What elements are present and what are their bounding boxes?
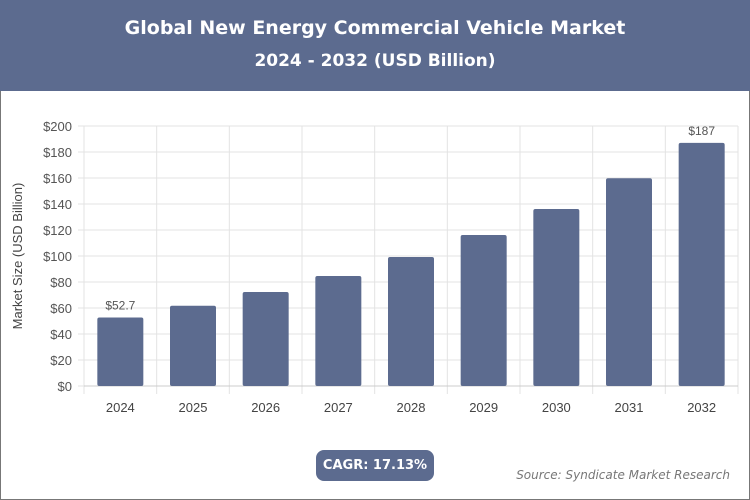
x-tick-label: 2024	[106, 400, 135, 415]
bar-2026	[242, 292, 289, 386]
chart-header: Global New Energy Commercial Vehicle Mar…	[0, 0, 750, 91]
bar-2025	[170, 305, 216, 386]
y-tick-label: $200	[43, 119, 72, 134]
data-label: $52.7	[105, 298, 135, 312]
data-label: $187	[688, 124, 715, 138]
bar-2032	[678, 142, 725, 386]
x-tick-label: 2032	[687, 400, 716, 415]
x-tick-label: 2030	[542, 400, 571, 415]
y-tick-label: $160	[43, 171, 72, 186]
y-tick-label: $80	[50, 275, 72, 290]
x-tick-label: 2028	[397, 400, 426, 415]
y-tick-label: $140	[43, 197, 72, 212]
y-tick-label: $120	[43, 223, 72, 238]
y-axis-label: Market Size (USD Billion)	[10, 183, 25, 330]
bar-2031	[606, 178, 652, 386]
bar-2030	[533, 208, 580, 386]
x-tick-label: 2031	[615, 400, 644, 415]
y-tick-label: $100	[43, 249, 72, 264]
bar-2028	[388, 257, 434, 386]
chart-title: Global New Energy Commercial Vehicle Mar…	[124, 17, 626, 39]
bar-2027	[315, 276, 362, 386]
chart-subtitle: 2024 - 2032 (USD Billion)	[254, 51, 496, 71]
source-note: Source: Syndicate Market Research	[516, 468, 730, 482]
y-tick-label: $180	[43, 145, 72, 160]
y-tick-label: $40	[50, 327, 72, 342]
bar-2024	[97, 317, 144, 386]
x-tick-label: 2029	[469, 400, 498, 415]
x-tick-label: 2026	[251, 400, 280, 415]
x-tick-label: 2025	[179, 400, 208, 415]
y-tick-label: $60	[50, 301, 72, 316]
y-tick-label: $20	[50, 353, 72, 368]
cagr-badge: CAGR: 17.13%	[316, 450, 434, 481]
y-tick-label: $0	[58, 379, 72, 394]
x-tick-label: 2027	[324, 400, 353, 415]
bar-2029	[460, 234, 507, 386]
